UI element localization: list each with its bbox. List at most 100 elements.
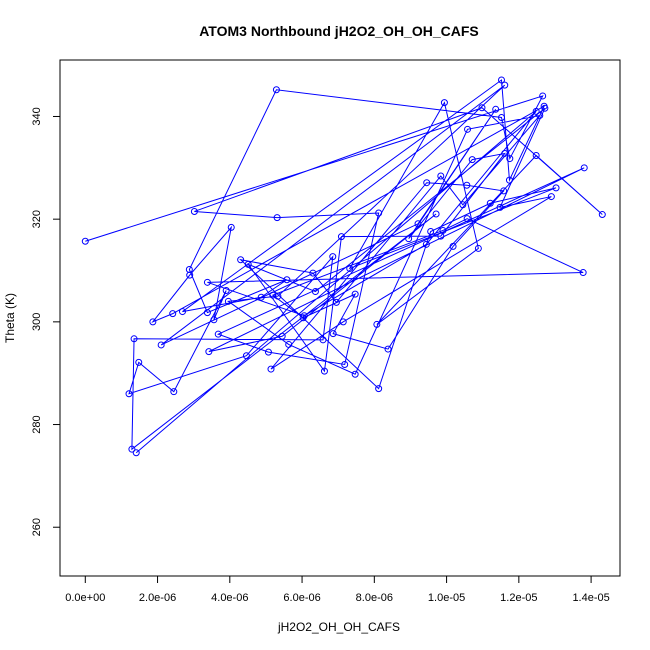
data-point — [311, 288, 319, 296]
data-point — [579, 269, 587, 277]
data-point — [463, 181, 471, 189]
data-point — [300, 312, 308, 320]
data-point — [224, 297, 232, 305]
data-point — [422, 240, 430, 248]
x-axis: 0.0e+00 2.0e-06 4.0e-06 6.0e-06 8.0e-06 1.0e-… — [65, 575, 610, 604]
data-point — [190, 207, 198, 215]
data-point — [580, 164, 588, 172]
x-tick-label: 6.0e-06 — [283, 592, 320, 604]
data-point — [351, 370, 359, 378]
data-point — [486, 199, 494, 207]
x-axis-label: jH2O2_OH_OH_CAFS — [277, 620, 400, 634]
data-point — [130, 335, 138, 343]
data-point — [269, 291, 277, 299]
data-point — [278, 332, 286, 340]
data-point — [309, 269, 317, 277]
data-point — [157, 341, 165, 349]
data-point — [337, 233, 345, 241]
data-point — [128, 445, 136, 453]
x-tick-label: 2.0e-06 — [139, 592, 176, 604]
data-point — [205, 348, 213, 356]
data-point — [449, 242, 457, 250]
series-line — [85, 79, 603, 454]
data-point — [329, 330, 337, 338]
data-point — [432, 210, 440, 218]
data-point — [203, 278, 211, 286]
data-point — [437, 172, 445, 180]
data-point — [532, 107, 540, 115]
data-point — [552, 184, 560, 192]
data-point — [227, 223, 235, 231]
y-tick-label: 280 — [31, 415, 43, 433]
data-point — [375, 385, 383, 393]
y-axis-label: Theta (K) — [3, 293, 17, 343]
data-point — [267, 365, 275, 373]
data-point — [373, 320, 381, 328]
data-point — [149, 318, 157, 326]
data-point — [459, 201, 467, 209]
series-points — [81, 76, 606, 457]
data-point — [468, 156, 476, 164]
data-point — [332, 298, 340, 306]
x-tick-label: 1.4e-05 — [572, 592, 609, 604]
data-point — [439, 226, 447, 234]
data-point — [506, 155, 514, 163]
data-point — [341, 360, 349, 368]
data-point — [242, 352, 250, 360]
data-point — [478, 104, 486, 112]
data-point — [500, 187, 508, 195]
data-point — [329, 253, 337, 261]
data-point — [501, 81, 509, 89]
data-point — [210, 316, 218, 324]
data-point — [273, 214, 281, 222]
y-tick-label: 340 — [31, 107, 43, 125]
data-point — [532, 151, 540, 159]
data-point — [81, 237, 89, 245]
data-point — [203, 309, 211, 317]
data-point — [464, 125, 472, 133]
data-point — [346, 264, 354, 272]
data-point — [283, 276, 291, 284]
data-point — [125, 390, 133, 398]
data-point — [339, 318, 347, 326]
data-point — [405, 235, 413, 243]
data-point — [536, 111, 544, 119]
data-point — [547, 193, 555, 201]
plot-frame — [59, 59, 621, 577]
data-point — [285, 340, 293, 348]
y-tick-label: 260 — [31, 518, 43, 536]
data-point — [274, 292, 282, 300]
data-point — [541, 104, 549, 112]
y-tick-label: 300 — [31, 313, 43, 331]
data-point — [539, 92, 547, 100]
data-point — [414, 220, 422, 228]
data-point — [463, 215, 471, 223]
x-tick-label: 1.2e-05 — [500, 592, 537, 604]
data-point — [501, 149, 509, 157]
data-point — [497, 76, 505, 84]
data-point — [492, 105, 500, 113]
data-point — [132, 449, 140, 457]
data-point — [186, 271, 194, 279]
data-point — [135, 358, 143, 366]
x-tick-label: 0.0e+00 — [65, 592, 105, 604]
data-point — [384, 345, 392, 353]
data-point — [496, 203, 504, 211]
data-point — [214, 330, 222, 338]
data-point — [505, 176, 513, 184]
x-tick-label: 1.0e-05 — [428, 592, 465, 604]
data-point — [474, 244, 482, 252]
data-point — [272, 86, 280, 94]
data-point — [319, 336, 327, 344]
data-point — [427, 227, 435, 235]
data-point — [244, 260, 252, 268]
data-point — [169, 310, 177, 318]
data-point — [237, 256, 245, 264]
chart-title: ATOM3 Northbound jH2O2_OH_OH_CAFS — [199, 23, 479, 39]
data-point — [320, 367, 328, 375]
data-point — [351, 290, 359, 298]
data-point — [222, 287, 230, 295]
data-point — [598, 211, 606, 219]
series-lines — [85, 79, 603, 454]
